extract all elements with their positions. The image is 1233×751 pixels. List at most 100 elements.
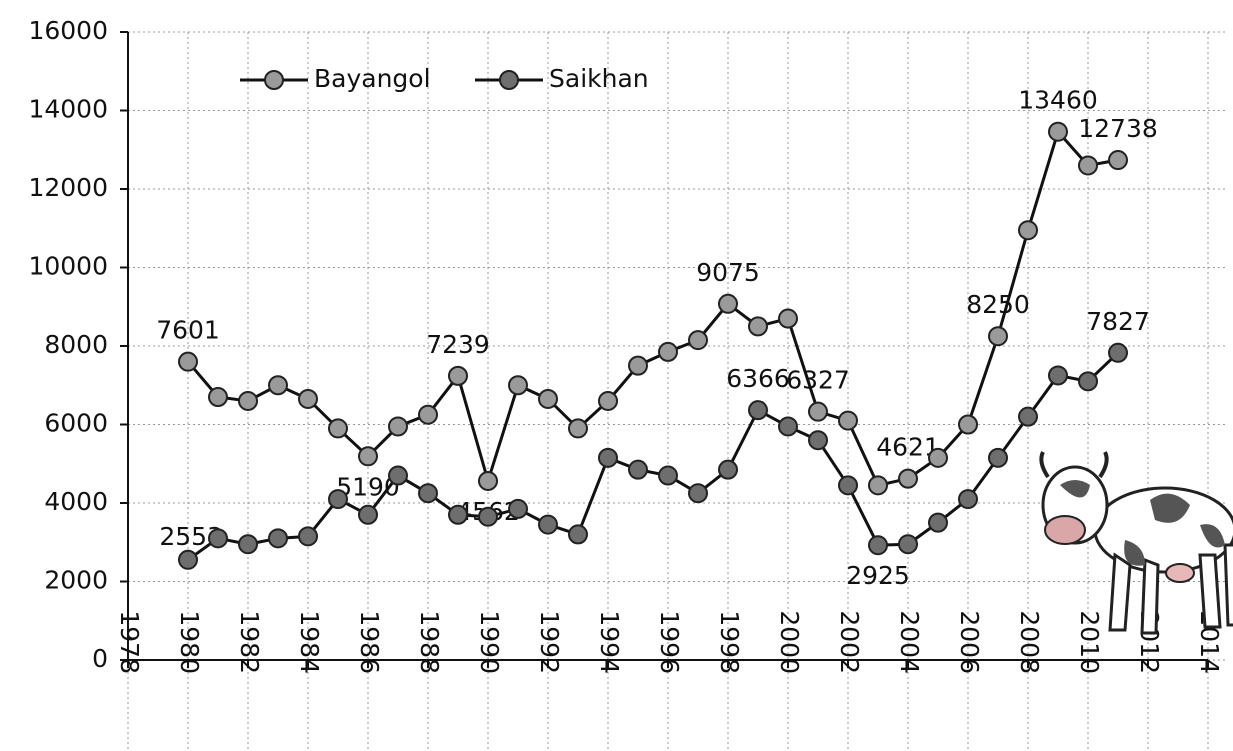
point [959,416,977,434]
data-label: 2925 [846,561,910,590]
point [749,317,767,335]
point [989,327,1007,345]
grid: 0 2000 4000 6000 8000 10000 12000 14000 16000 197… [28,16,1228,750]
x-tick-label: 1996 [655,610,684,674]
point [1049,366,1067,384]
point [779,417,797,435]
point [479,472,497,490]
x-tick-label: 1982 [235,610,264,674]
data-label: 7239 [426,330,490,359]
x-tick-label: 2000 [775,610,804,674]
y-tick-label: 8000 [44,330,108,359]
point [1109,151,1127,169]
x-tick-label: 1998 [715,610,744,674]
point [689,331,707,349]
series-line [188,353,1118,560]
data-label: 6366 [726,364,790,393]
point [449,506,467,524]
x-tick-label: 1988 [415,610,444,674]
point [989,449,1007,467]
chart: 0 2000 4000 6000 8000 10000 12000 14000 16000 197… [0,0,1233,751]
x-tick-label: 1980 [175,610,204,674]
x-tick-label: 1992 [535,610,564,674]
point [329,490,347,508]
data-label: 7601 [156,316,220,345]
data-label: 6327 [786,366,850,395]
y-tick-label: 2000 [44,566,108,595]
x-tick-label: 1984 [295,610,324,674]
cow-illustration [1041,452,1233,633]
data-label: 7827 [1086,307,1150,336]
y-tick-label: 4000 [44,487,108,516]
point [239,535,257,553]
point [269,529,287,547]
point [449,367,467,385]
point [659,343,677,361]
point [809,403,827,421]
point [839,476,857,494]
point [779,310,797,328]
y-tick-label: 6000 [44,409,108,438]
point [929,514,947,532]
point [419,406,437,424]
point [899,470,917,488]
point [539,516,557,534]
point [929,449,947,467]
point [1079,372,1097,390]
x-tick-label: 1994 [595,610,624,674]
point [899,535,917,553]
point [959,490,977,508]
point [719,461,737,479]
point [1109,344,1127,362]
point [1019,221,1037,239]
point [869,476,887,494]
data-label: 9075 [696,258,760,287]
point [359,447,377,465]
y-tick-label: 14000 [28,95,108,124]
point [509,376,527,394]
x-tick-label: 2002 [835,610,864,674]
point [539,390,557,408]
y-tick-label: 12000 [28,173,108,202]
point [329,419,347,437]
point [839,412,857,430]
x-tick-label: 1990 [475,610,504,674]
point [569,419,587,437]
point [1049,123,1067,141]
legend-marker [500,71,518,89]
point [509,500,527,518]
y-tick-label: 10000 [28,252,108,281]
data-label: 13460 [1018,86,1098,115]
point [179,551,197,569]
x-tick-label: 2010 [1075,610,1104,674]
point [239,392,257,410]
legend-label: Bayangol [314,64,431,93]
legend-label: Saikhan [549,64,649,93]
point [569,525,587,543]
x-tick-label: 1978 [115,610,144,674]
x-tick-label: 1986 [355,610,384,674]
point [209,529,227,547]
x-tick-label: 2006 [955,610,984,674]
x-tick-label: 2008 [1015,610,1044,674]
point [599,392,617,410]
y-tick-label: 16000 [28,16,108,45]
point [419,484,437,502]
y-tick-label: 0 [92,644,108,673]
point [629,461,647,479]
x-tick-label: 2004 [895,610,924,674]
point [359,506,377,524]
data-label: 12738 [1078,114,1158,143]
point [659,467,677,485]
point [749,401,767,419]
point [599,449,617,467]
point [629,357,647,375]
point [299,390,317,408]
point [389,417,407,435]
point [689,484,707,502]
point [869,536,887,554]
data-label: 8250 [966,290,1030,319]
point [269,376,287,394]
point [1019,408,1037,426]
point [809,431,827,449]
